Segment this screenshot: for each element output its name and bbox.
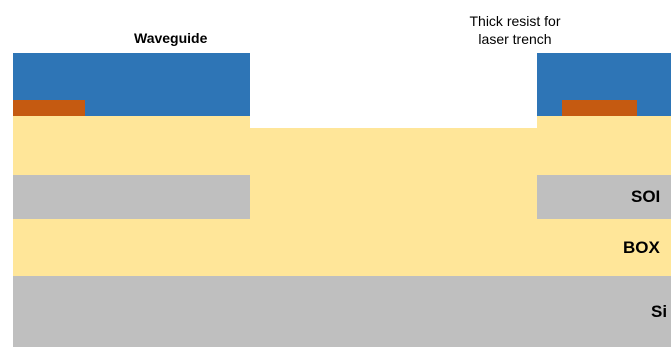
resist-label-line1: Thick resist for — [469, 13, 561, 29]
waveguide-strip-left — [13, 100, 85, 116]
si-substrate — [13, 276, 671, 347]
waveguide-strip-right — [562, 100, 637, 116]
soi-layer-right — [537, 175, 671, 219]
box-label: BOX — [623, 238, 660, 257]
resist-label-line2: laser trench — [478, 31, 552, 47]
box-layer — [13, 219, 671, 276]
soi-label: SOI — [631, 187, 661, 206]
si-label: Si — [651, 302, 668, 321]
soi-layer-left — [13, 175, 250, 219]
resist-label: Thick resist for laser trench — [440, 12, 590, 48]
trench-oxide — [250, 128, 537, 219]
waveguide-label: Waveguide — [134, 30, 208, 46]
